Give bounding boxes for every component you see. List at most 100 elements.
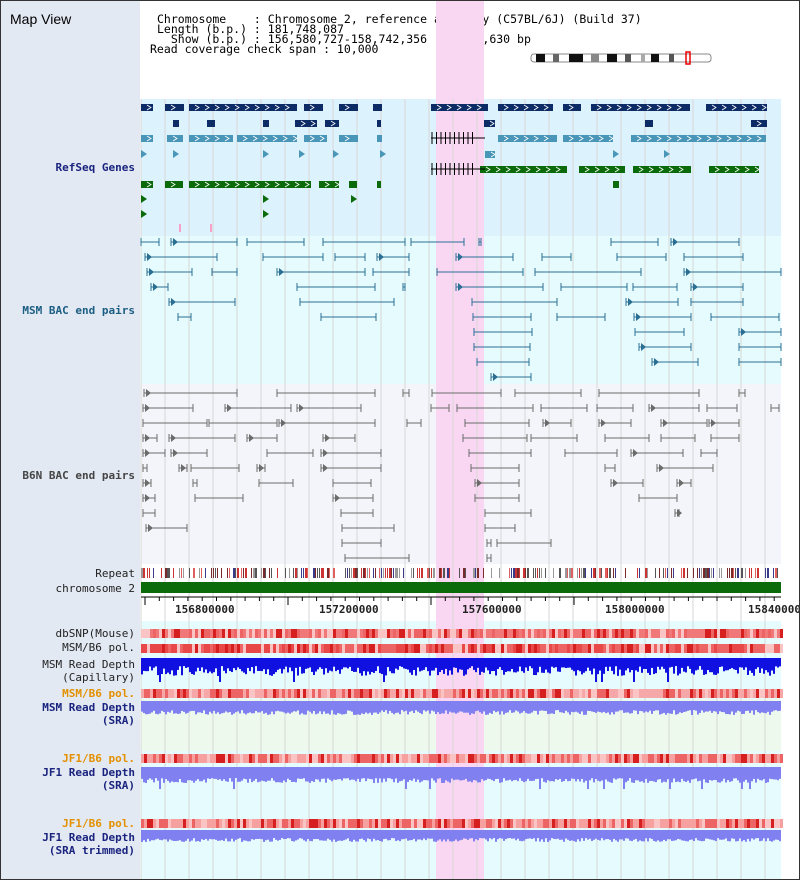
- depth-bar: [645, 830, 647, 839]
- gene-strand-arrow: [666, 135, 672, 142]
- snp-density-cell: [750, 644, 753, 653]
- track-label-msm-bac[interactable]: MSM BAC end pairs: [22, 304, 135, 317]
- refseq-track[interactable]: [141, 104, 767, 232]
- track-label-jf1-depth-trimmed[interactable]: JF1 Read Depth: [42, 831, 135, 844]
- repeat-track[interactable]: [141, 568, 778, 578]
- snp-density-cell: [672, 644, 675, 653]
- depth-bar: [533, 767, 535, 781]
- snp-density-cell: [171, 754, 174, 763]
- snp-density-cell: [642, 629, 645, 638]
- chromosome-ideogram[interactable]: [530, 51, 712, 65]
- depth-bar: [633, 830, 635, 840]
- track-label-msm-b6-pol-sra[interactable]: MSM/B6 pol.: [62, 687, 135, 700]
- snp-density-cell: [534, 754, 537, 763]
- depth-bar: [345, 830, 347, 840]
- b6n-bac-track[interactable]: [142, 389, 780, 562]
- depth-bar: [255, 830, 257, 839]
- snp-density-cell: [393, 754, 396, 763]
- depth-bar: [715, 767, 717, 781]
- snp-density-cell: [696, 629, 699, 638]
- depth-bar: [589, 767, 591, 781]
- depth-bar: [259, 701, 261, 713]
- gene-strand-arrow: [513, 135, 519, 142]
- depth-bar: [411, 701, 413, 711]
- depth-bar: [521, 658, 523, 672]
- depth-bar: [451, 658, 453, 675]
- depth-bar: [753, 658, 755, 676]
- snp-density-cell: [501, 689, 504, 698]
- polymorphism-tracks[interactable]: [141, 629, 783, 828]
- snp-density-cell: [645, 629, 648, 638]
- depth-bar: [395, 830, 397, 841]
- depth-bar: [405, 830, 407, 839]
- track-label-b6n-bac[interactable]: B6N BAC end pairs: [22, 469, 135, 482]
- repeat-element: [707, 568, 709, 578]
- depth-bar: [639, 830, 641, 841]
- snp-density-cell: [240, 644, 243, 653]
- depth-bar: [611, 767, 613, 783]
- snp-density-cell: [429, 629, 432, 638]
- depth-bar: [249, 701, 251, 713]
- snp-density-cell: [699, 754, 702, 763]
- snp-density-cell: [159, 819, 162, 828]
- depth-bar: [579, 701, 581, 714]
- depth-bar: [669, 658, 671, 668]
- track-label-chromosome[interactable]: chromosome 2: [55, 582, 135, 595]
- track-label-msm-depth-capillary[interactable]: MSM Read Depth: [42, 658, 135, 671]
- snp-density-cell: [327, 689, 330, 698]
- track-label-jf1-b6-pol[interactable]: JF1/B6 pol.: [62, 752, 135, 765]
- snp-density-cell: [435, 819, 438, 828]
- depth-bar: [675, 701, 677, 715]
- b6n-bac-pair-arrow: [146, 389, 151, 397]
- track-label-jf1-depth-sra[interactable]: JF1 Read Depth: [42, 766, 135, 779]
- depth-bar: [237, 701, 239, 712]
- left-label-panel: [1, 1, 140, 879]
- depth-bar: [209, 701, 211, 712]
- depth-bar: [689, 767, 691, 783]
- snp-density-cell: [339, 689, 342, 698]
- b6n-bac-pair-arrow: [325, 434, 330, 442]
- depth-bar: [459, 767, 461, 781]
- snp-density-cell: [408, 629, 411, 638]
- depth-bar: [305, 830, 307, 842]
- snp-density-cell: [450, 644, 453, 653]
- repeat-element: [741, 568, 743, 578]
- snp-density-cell: [165, 754, 168, 763]
- depth-bar: [153, 701, 155, 711]
- read-depth-tracks[interactable]: [141, 658, 781, 842]
- depth-bar: [295, 767, 297, 783]
- depth-bar: [367, 658, 369, 672]
- snp-density-cell: [219, 754, 222, 763]
- snp-density-cell: [177, 689, 180, 698]
- snp-density-cell: [687, 689, 690, 698]
- depth-bar: [299, 701, 301, 715]
- snp-density-cell: [765, 754, 768, 763]
- track-label-repeat[interactable]: Repeat: [95, 567, 135, 580]
- repeat-element: [491, 568, 492, 578]
- b6n-bac-pair-arrow: [173, 449, 178, 457]
- track-label-refseq[interactable]: RefSeq Genes: [55, 161, 135, 174]
- track-label-jf1-b6-pol-2[interactable]: JF1/B6 pol.: [62, 817, 135, 830]
- depth-bar: [335, 701, 337, 715]
- track-label-msm-depth-sra[interactable]: MSM Read Depth: [42, 701, 135, 714]
- snp-density-cell: [600, 629, 603, 638]
- repeat-element: [731, 568, 733, 578]
- depth-bar: [563, 701, 565, 714]
- snp-density-cell: [231, 689, 234, 698]
- depth-bar: [471, 701, 473, 714]
- snp-density-cell: [276, 754, 279, 763]
- snp-density-cell: [681, 689, 684, 698]
- depth-bar: [509, 701, 511, 711]
- snp-density-cell: [375, 629, 378, 638]
- depth-bar: [559, 830, 561, 840]
- track-label-dbsnp[interactable]: dbSNP(Mouse): [55, 627, 135, 640]
- depth-bar: [729, 658, 731, 670]
- snp-density-cell: [516, 689, 519, 698]
- chromosome-bar[interactable]: [141, 582, 781, 593]
- snp-density-cell: [243, 754, 246, 763]
- snp-density-cell: [564, 689, 567, 698]
- depth-bar: [575, 767, 577, 782]
- track-label-msm-b6-pol[interactable]: MSM/B6 pol.: [62, 641, 135, 654]
- msm-bac-track[interactable]: [140, 238, 782, 381]
